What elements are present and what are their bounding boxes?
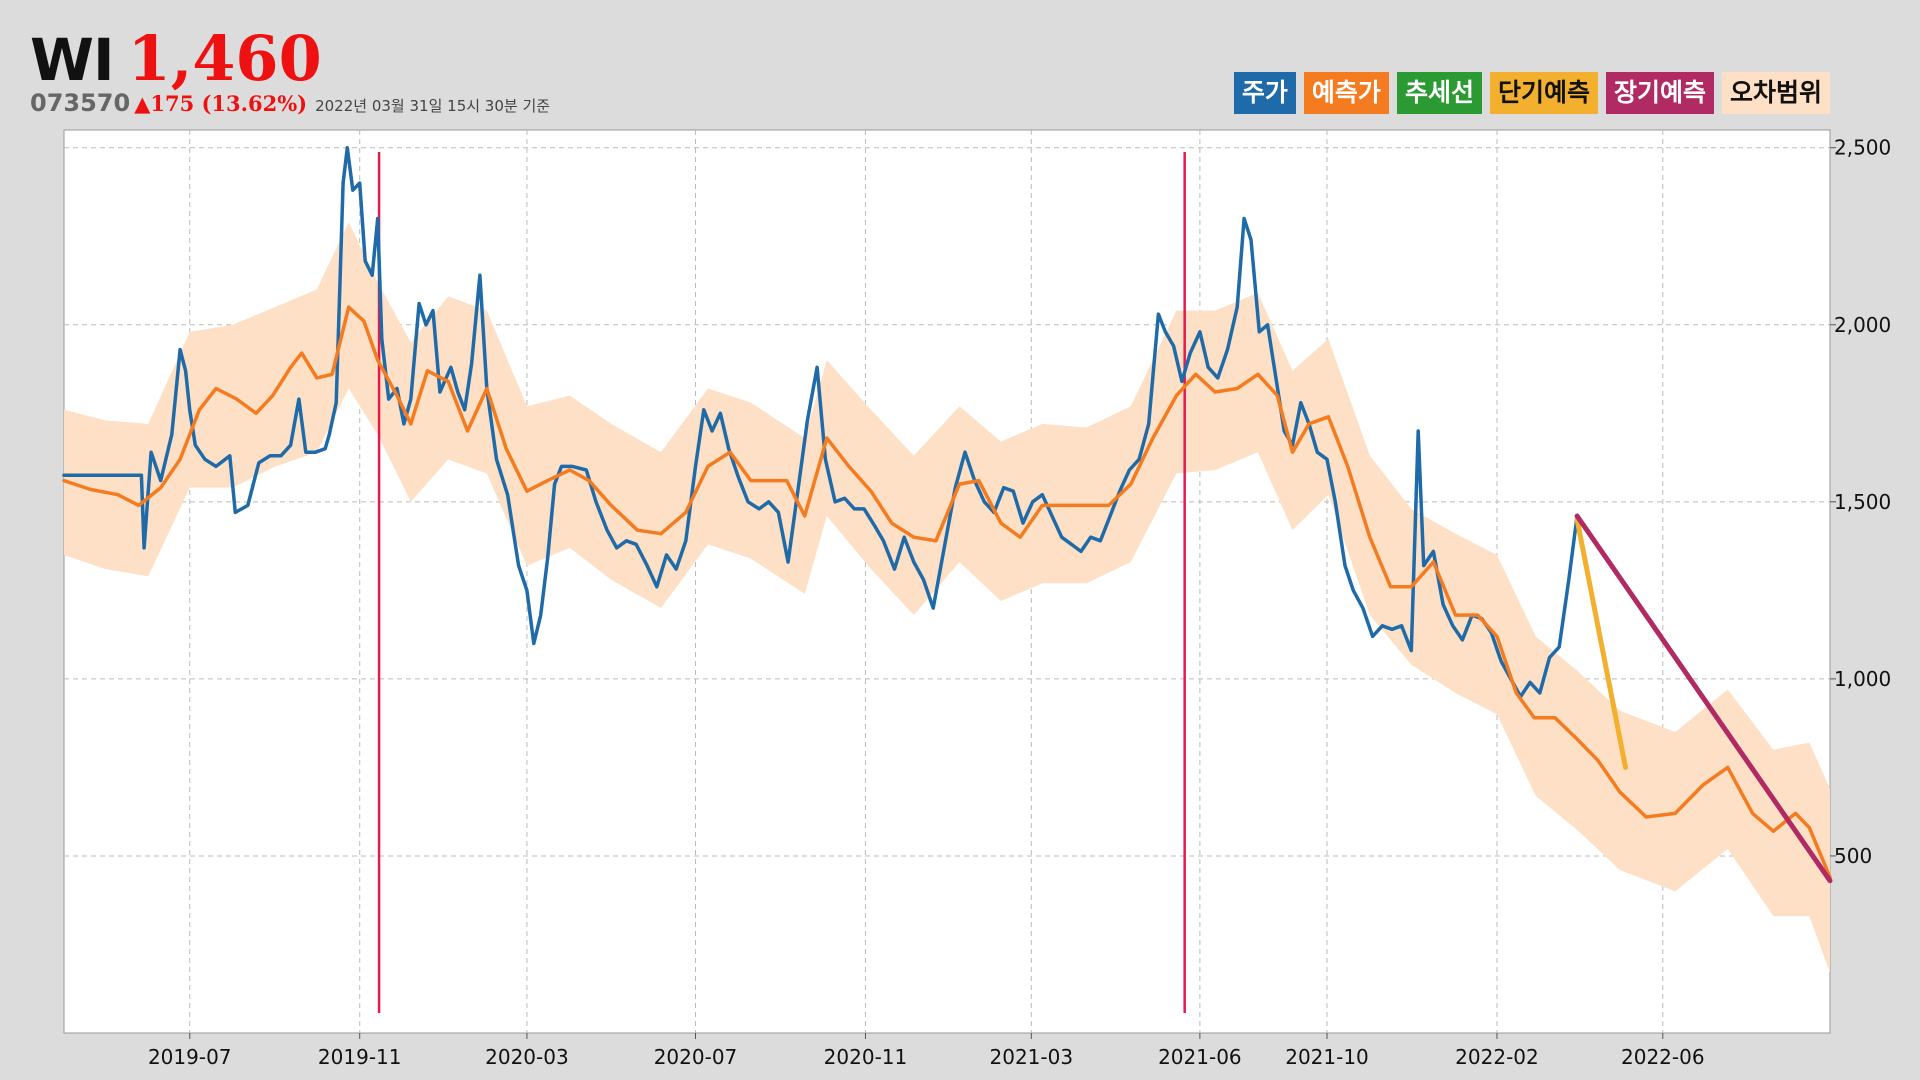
y-tick-label-3: 2,000 [1834,313,1891,337]
x-tick-label-6: 2021-06 [1158,1045,1242,1069]
y-tick-label-0: 500 [1834,844,1872,868]
legend: 주가 예측가 추세선 단기예측 장기예측 오차범위 [1233,72,1830,114]
series-lines [62,145,1833,884]
x-tick-label-9: 2022-06 [1621,1045,1705,1069]
series-line-forecast [62,305,1832,879]
current-price: 1,460 [127,22,322,95]
legend-item-0[interactable]: 주가 [1233,72,1296,114]
series-line-short_term [1574,517,1628,770]
x-axis: 2019-07 2019-11 2020-03 2020-07 2020-11 2021-… [148,1033,1705,1069]
legend-item-3[interactable]: 단기예측 [1489,72,1598,114]
x-tick-label-5: 2021-03 [990,1045,1074,1069]
error-band-area [64,222,1830,973]
series-line-long_term [1574,513,1833,884]
error-band [64,222,1830,973]
x-tick-label-3: 2020-07 [654,1045,738,1069]
x-tick-label-7: 2021-10 [1285,1045,1369,1069]
timestamp: 2022년 03월 31일 15시 30분 기준 [315,97,551,115]
stock-header: WI 1,460 073570 ▲175 (13.62%) 2022년 03월 … [30,22,550,117]
x-tick-label-1: 2019-11 [318,1045,402,1069]
stock-code: 073570 [30,89,131,117]
y-tick-label-1: 1,000 [1834,667,1891,691]
stock-name: WI [30,26,115,94]
y-tick-label-2: 1,500 [1834,490,1891,514]
y-tick-label-4: 2,500 [1834,136,1891,160]
legend-item-1[interactable]: 예측가 [1303,72,1389,114]
legend-item-4[interactable]: 장기예측 [1605,72,1714,114]
legend-item-5[interactable]: 오차범위 [1721,72,1830,114]
price-change: ▲175 (13.62%) [134,91,308,116]
x-tick-label-2: 2020-03 [485,1045,569,1069]
x-tick-label-0: 2019-07 [148,1045,232,1069]
legend-item-2[interactable]: 추세선 [1396,72,1482,114]
x-tick-label-8: 2022-02 [1455,1045,1539,1069]
y-axis: 500 1,000 1,500 2,000 2,500 [1830,136,1891,868]
series-line-price [62,145,1579,699]
x-tick-label-4: 2020-11 [824,1045,908,1069]
